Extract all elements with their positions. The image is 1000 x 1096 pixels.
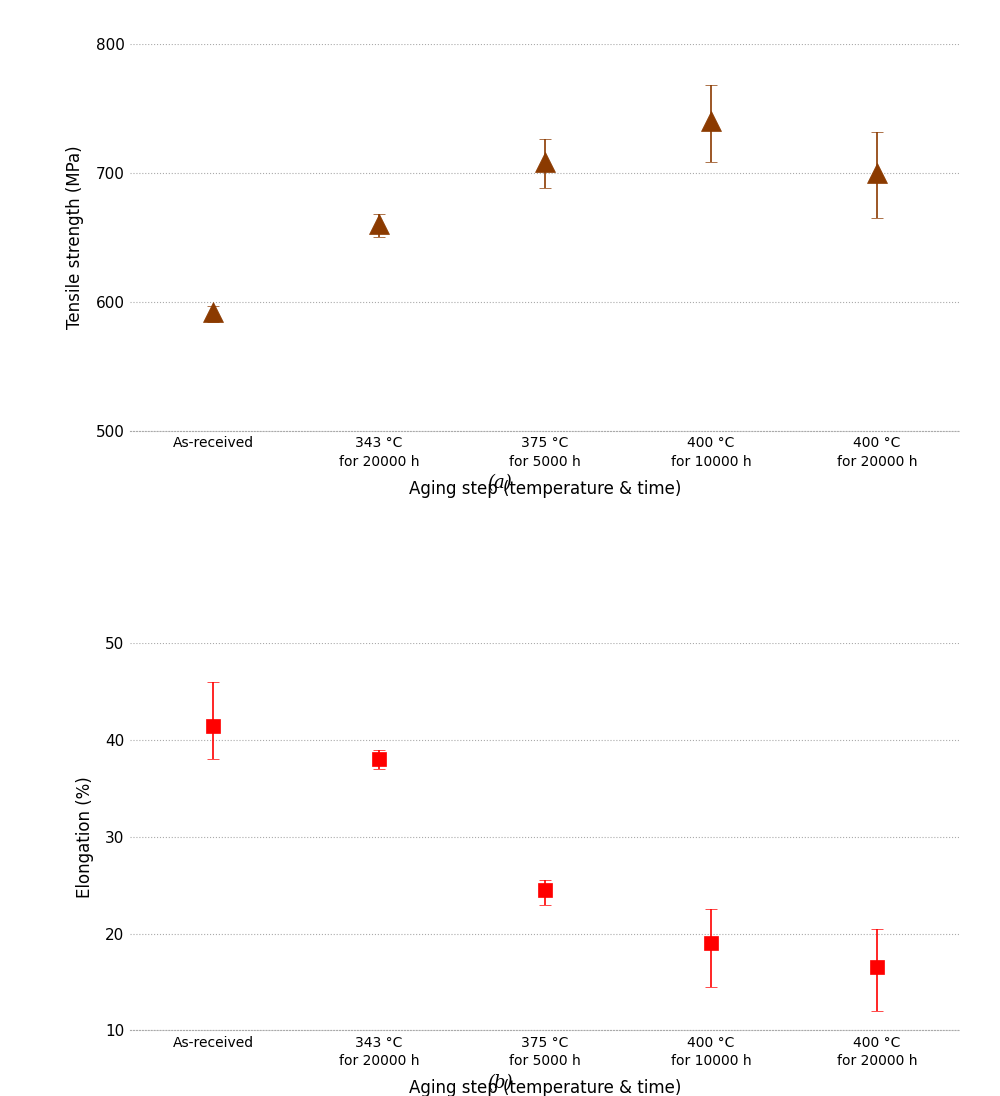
X-axis label: Aging step (temperature & time): Aging step (temperature & time) [409,480,681,498]
Text: (a): (a) [488,475,512,492]
Y-axis label: Elongation (%): Elongation (%) [76,776,94,898]
Text: (b): (b) [487,1074,513,1092]
Y-axis label: Tensile strength (MPa): Tensile strength (MPa) [66,146,84,329]
X-axis label: Aging step (temperature & time): Aging step (temperature & time) [409,1080,681,1096]
